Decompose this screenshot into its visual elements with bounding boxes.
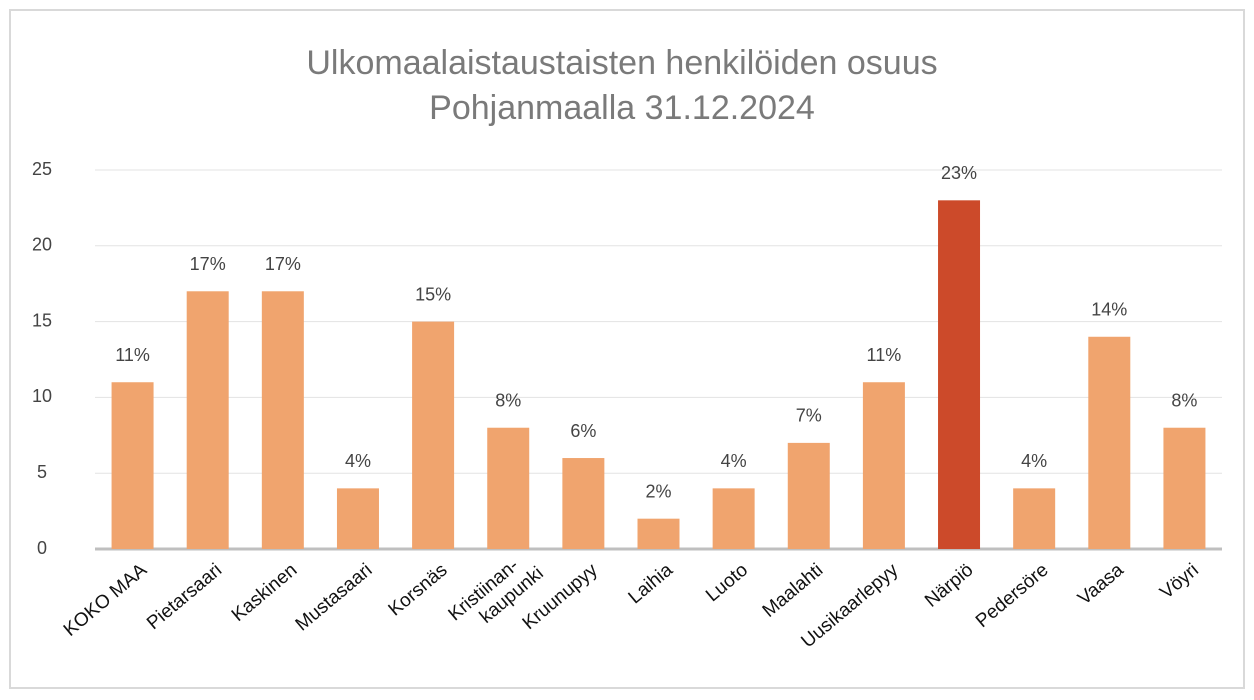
bar (1013, 488, 1056, 549)
bar (412, 321, 455, 549)
value-label: 11% (867, 345, 902, 365)
y-tick-label: 5 (37, 462, 47, 482)
bar (186, 291, 229, 549)
value-label: 4% (1021, 451, 1047, 471)
chart-subtitle: Pohjanmaalla 31.12.2024 (429, 89, 815, 127)
bar (562, 458, 605, 549)
value-label: 15% (415, 284, 451, 304)
y-tick-label: 25 (32, 159, 52, 179)
bar (1088, 336, 1131, 549)
bar (637, 518, 680, 549)
y-tick-label: 0 (37, 538, 47, 558)
value-label: 8% (495, 390, 521, 410)
value-label: 14% (1091, 300, 1127, 320)
bar (712, 488, 755, 549)
y-tick-label: 10 (32, 386, 52, 406)
value-label: 11% (115, 345, 150, 365)
value-label: 8% (1171, 390, 1197, 410)
value-label: 2% (645, 481, 671, 501)
y-tick-label: 20 (32, 235, 52, 255)
value-label: 23% (941, 163, 977, 183)
bar (938, 200, 981, 549)
value-label: 4% (345, 451, 371, 471)
bar (787, 442, 830, 549)
bar (111, 382, 154, 549)
chart-title: Ulkomaalaistaustaisten henkilöiden osuus (306, 44, 937, 82)
bar (862, 382, 905, 549)
value-label: 7% (796, 406, 822, 426)
value-label: 17% (190, 254, 226, 274)
value-label: 6% (570, 421, 596, 441)
value-label: 4% (721, 451, 747, 471)
bar (1163, 427, 1206, 549)
bar (487, 427, 530, 549)
value-label: 17% (265, 254, 301, 274)
bar (261, 291, 304, 549)
y-tick-label: 15 (32, 310, 52, 330)
bar (336, 488, 379, 549)
